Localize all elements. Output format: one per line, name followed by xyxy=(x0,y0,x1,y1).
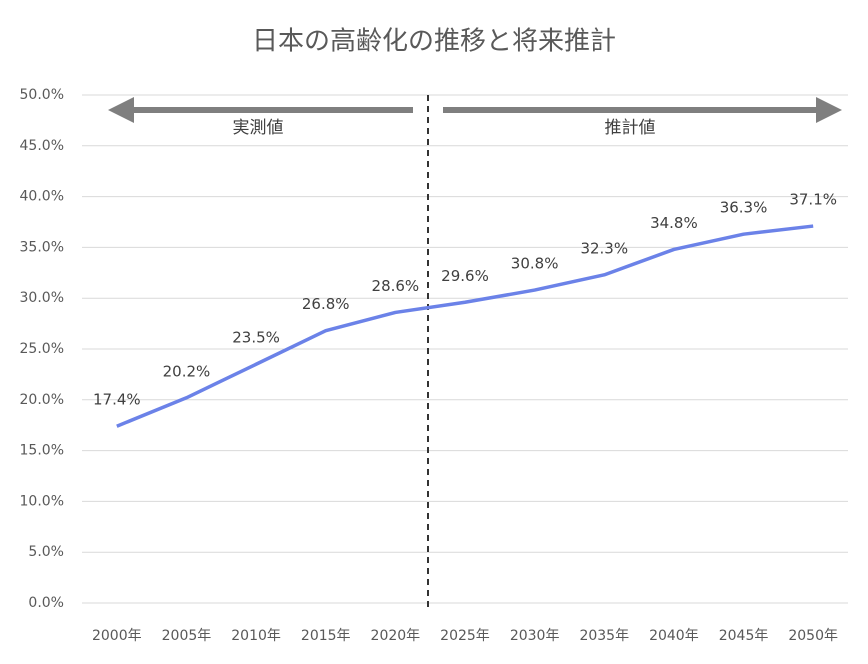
x-tick-label: 2025年 xyxy=(440,628,490,644)
x-tick-label: 2015年 xyxy=(301,628,351,644)
grid: 0.0% 5.0% 10.0% 15.0% 20.0% 25.0% 30.0% 35.0% 40… xyxy=(20,87,848,644)
data-label: 26.8% xyxy=(302,295,350,313)
x-tick-label: 2010年 xyxy=(231,628,281,644)
x-tick-label: 2035年 xyxy=(579,628,629,644)
y-tick-label: 0.0% xyxy=(28,595,64,611)
arrows xyxy=(108,97,842,123)
x-tick-label: 2000年 xyxy=(92,628,142,644)
chart-title: 日本の高齢化の推移と将来推計 xyxy=(252,27,616,57)
data-label: 34.8% xyxy=(650,214,698,232)
y-tick-label: 10.0% xyxy=(20,493,64,509)
data-label: 17.4% xyxy=(93,391,141,409)
y-tick-label: 25.0% xyxy=(20,341,64,357)
line xyxy=(116,224,814,428)
x-tick-label: 2045年 xyxy=(719,628,769,644)
y-tick-label: 45.0% xyxy=(20,138,64,154)
data-label: 28.6% xyxy=(372,277,420,295)
annotation: 実測値 xyxy=(233,118,284,138)
x-tick-label: 2040年 xyxy=(649,628,699,644)
y-tick-label: 50.0% xyxy=(20,87,64,103)
data-label: 23.5% xyxy=(232,329,280,347)
y-tick-label: 30.0% xyxy=(20,290,64,306)
y-tick-label: 35.0% xyxy=(20,239,64,255)
x-tick-label: 2030年 xyxy=(510,628,560,644)
data-label: 29.6% xyxy=(441,267,489,285)
x-tick-label: 2005年 xyxy=(162,628,212,644)
x-tick-label: 2050年 xyxy=(788,628,838,644)
data-label: 32.3% xyxy=(580,239,628,257)
data-label: 30.8% xyxy=(511,255,559,273)
data-label: 20.2% xyxy=(163,362,211,380)
y-tick-label: 5.0% xyxy=(28,544,64,560)
annotation: 推計値 xyxy=(605,118,656,138)
arrow-head xyxy=(108,97,134,123)
data-label: 37.1% xyxy=(789,191,837,209)
y-tick-label: 15.0% xyxy=(20,443,64,459)
y-tick-label: 20.0% xyxy=(20,392,64,408)
data-label: 36.3% xyxy=(720,199,768,217)
arrow-head xyxy=(816,97,842,123)
y-tick-label: 40.0% xyxy=(20,189,64,205)
x-tick-label: 2020年 xyxy=(371,628,421,644)
